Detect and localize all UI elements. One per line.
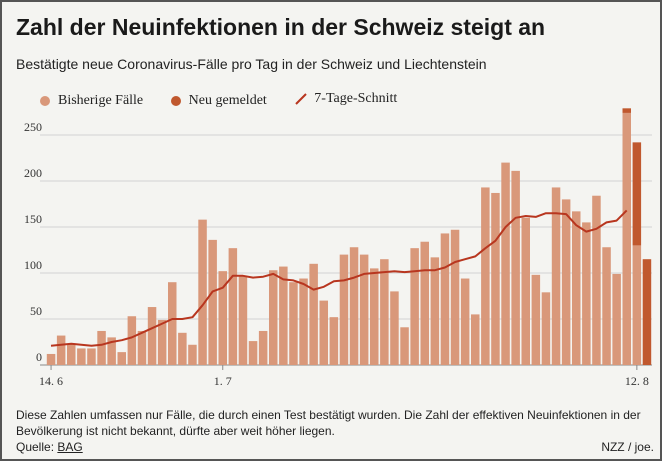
bar-previous <box>481 187 490 365</box>
bar-previous <box>612 273 621 365</box>
bar-previous <box>309 263 318 365</box>
bar-previous <box>491 192 500 365</box>
bar-previous <box>521 217 530 365</box>
bar-previous <box>572 211 581 365</box>
bar-previous <box>440 233 450 365</box>
bar-previous <box>269 270 278 365</box>
bar-previous <box>541 292 551 365</box>
bar-previous <box>561 199 571 365</box>
legend-swatch-previous <box>40 96 50 106</box>
bar-previous <box>370 268 379 365</box>
bar-previous <box>511 170 520 365</box>
source: Quelle: BAG <box>16 440 83 454</box>
bar-previous <box>178 332 187 365</box>
bar-previous <box>87 348 96 365</box>
bar-new <box>622 108 631 113</box>
bar-previous <box>127 316 137 365</box>
bar-previous <box>582 222 591 365</box>
bar-previous <box>622 112 631 365</box>
footnote: Diese Zahlen umfassen nur Fälle, die dur… <box>16 408 641 438</box>
bar-previous <box>137 330 147 365</box>
bar-previous <box>329 317 339 365</box>
y-tick-label: 50 <box>30 304 42 318</box>
y-tick-label: 150 <box>24 212 42 226</box>
y-tick-label: 250 <box>24 120 42 134</box>
bar-previous <box>531 274 541 365</box>
legend-item-avg: 7-Tage-Schnitt <box>294 91 397 107</box>
legend-item-new: Neu gemeldet <box>170 93 267 109</box>
bar-previous <box>208 239 217 365</box>
bar-previous <box>460 278 470 365</box>
y-tick-label: 100 <box>24 258 42 272</box>
bar-previous <box>117 352 126 365</box>
chart-title: Zahl der Neuinfektionen in der Schweiz s… <box>16 14 546 40</box>
credit: NZZ / joe. <box>601 440 654 454</box>
bar-previous <box>56 335 66 365</box>
source-label: Quelle: <box>16 440 55 454</box>
x-tick-label: 12. 8 <box>625 374 649 388</box>
bar-previous <box>248 341 258 365</box>
bar-new <box>632 142 642 246</box>
bar-previous <box>289 282 298 365</box>
y-tick-label: 0 <box>36 350 42 364</box>
bar-previous <box>299 278 308 365</box>
bar-previous <box>77 348 86 365</box>
bar-new <box>642 259 652 365</box>
avg-line <box>50 209 628 347</box>
bar-previous <box>359 254 369 365</box>
legend-swatch-new <box>170 96 181 106</box>
bar-previous <box>279 266 288 365</box>
source-link[interactable]: BAG <box>57 440 83 454</box>
bar-previous <box>430 257 440 365</box>
bar-previous <box>147 307 157 365</box>
chart-subtitle: Bestätigte neue Coronavirus-Fälle pro Ta… <box>16 56 487 72</box>
legend-label-avg: 7-Tage-Schnitt <box>314 91 398 106</box>
bar-previous <box>46 353 56 365</box>
bar-previous <box>551 187 561 365</box>
y-tick-label: 200 <box>24 166 42 180</box>
bar-previous <box>258 330 268 365</box>
bar-previous <box>67 343 76 365</box>
bar-previous <box>501 162 510 365</box>
bar-previous <box>400 327 409 365</box>
bar-previous <box>97 330 106 365</box>
bar-previous <box>632 245 642 365</box>
bar-previous <box>339 254 349 365</box>
bar-previous <box>168 282 177 365</box>
x-tick-label: 1. 7 <box>214 374 232 388</box>
bar-previous <box>198 219 207 365</box>
bar-previous <box>107 337 116 365</box>
bar-previous <box>218 271 227 365</box>
bar-previous <box>188 344 197 365</box>
x-tick-label: 14. 6 <box>39 374 63 388</box>
bar-previous <box>238 275 248 365</box>
bar-previous <box>410 248 419 365</box>
legend: Bisherige Fälle Neu gemeldet 7-Tage-Schn… <box>40 91 421 111</box>
bar-chart: 0 50 100 150 200 250 14. 6 1. 7 12. 8 <box>24 108 652 388</box>
bar-previous <box>450 229 460 365</box>
legend-item-previous: Bisherige Fälle <box>40 93 143 109</box>
legend-swatch-avg <box>295 93 308 105</box>
bar-previous <box>390 291 399 365</box>
bar-previous <box>157 319 167 365</box>
legend-label-previous: Bisherige Fälle <box>58 93 144 108</box>
bar-previous <box>228 248 238 365</box>
bar-previous <box>471 314 480 365</box>
bar-previous <box>602 247 611 365</box>
bar-previous <box>592 195 601 365</box>
bar-previous <box>349 247 359 365</box>
bar-previous <box>420 241 429 365</box>
bar-previous <box>380 259 389 365</box>
bar-previous <box>319 300 328 365</box>
legend-label-new: Neu gemeldet <box>188 93 267 108</box>
